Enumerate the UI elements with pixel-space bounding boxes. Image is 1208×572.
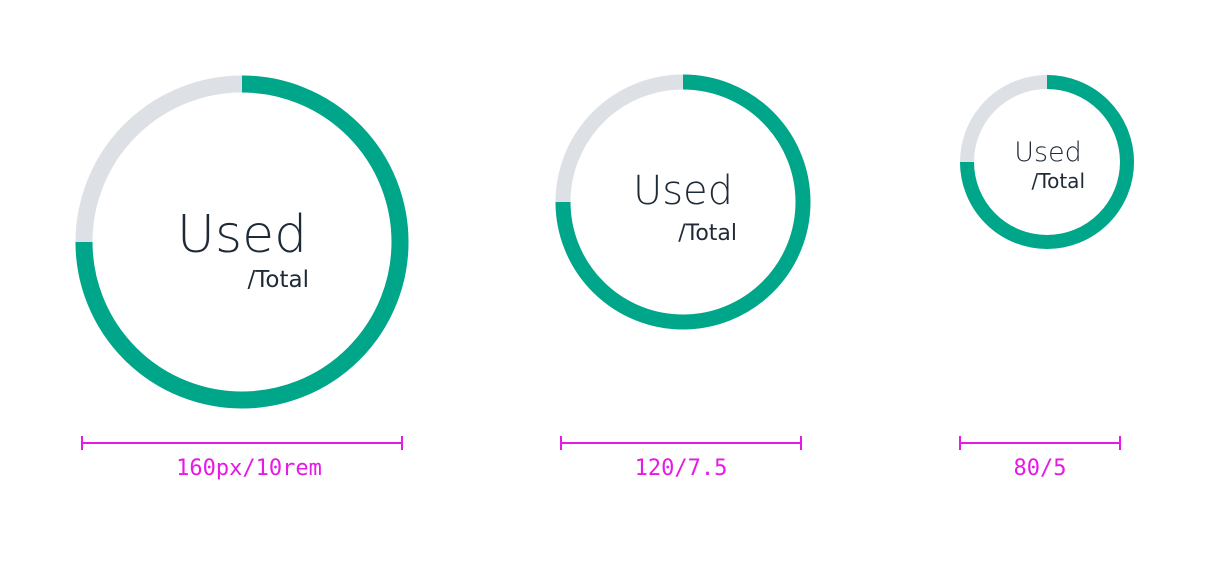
dimension-medium-label: 120/7.5 (635, 456, 728, 481)
gauge-small-fill (960, 75, 1134, 249)
gauge-small: Used /Total (960, 75, 1134, 249)
gauge-medium: Used /Total (555, 74, 811, 330)
gauge-medium-total-label: /Total (678, 221, 737, 246)
gauge-large-fill (75, 75, 409, 409)
dimension-small-label: 80/5 (1014, 456, 1067, 481)
gauge-large: Used /Total (75, 75, 409, 409)
dimension-small: 80/5 (959, 436, 1121, 481)
dimension-large: 160px/10rem (81, 436, 403, 481)
gauge-large-used-label: Used (177, 205, 307, 265)
dimension-medium: 120/7.5 (560, 436, 802, 481)
dimension-large-label: 160px/10rem (176, 456, 322, 481)
gauge-large-total-label: /Total (248, 267, 309, 293)
gauge-medium-used-label: Used (633, 168, 733, 214)
gauge-small-total-label: /Total (1032, 169, 1085, 193)
gauge-medium-fill (555, 74, 811, 330)
gauge-small-used-label: Used (1014, 137, 1082, 168)
